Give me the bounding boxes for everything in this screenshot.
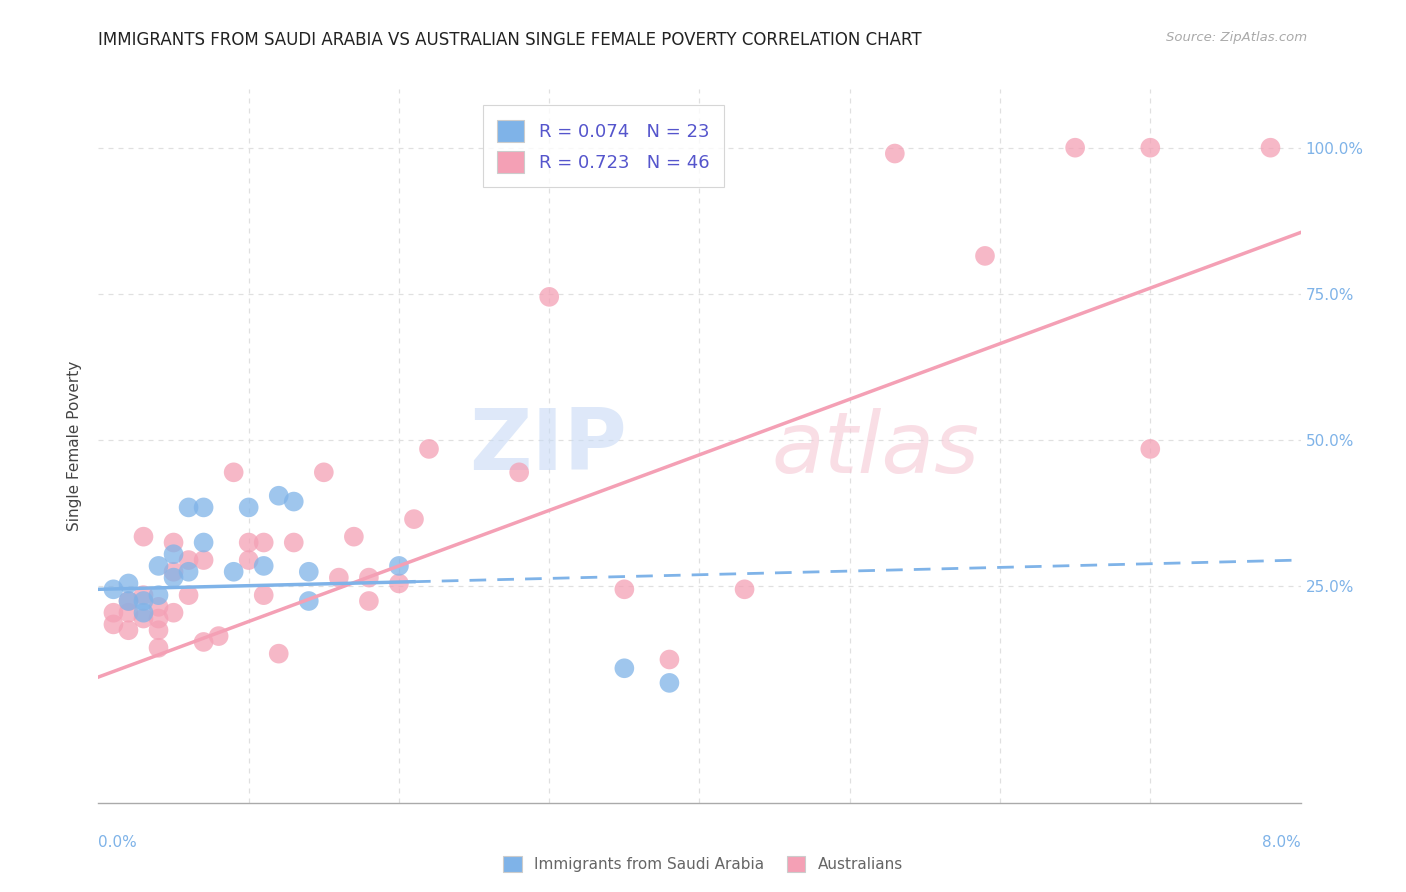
Point — [132, 530, 155, 544]
Point — [1260, 141, 1282, 155]
Point — [267, 489, 290, 503]
Point — [357, 594, 380, 608]
Point — [222, 466, 245, 480]
Point — [418, 442, 440, 456]
Point — [238, 553, 260, 567]
Point — [208, 629, 231, 643]
Point — [193, 535, 215, 549]
Point — [388, 558, 411, 573]
Text: 8.0%: 8.0% — [1261, 836, 1301, 850]
Point — [117, 606, 139, 620]
Point — [298, 565, 321, 579]
Point — [148, 611, 170, 625]
Point — [117, 594, 139, 608]
Point — [613, 582, 636, 597]
Point — [343, 530, 366, 544]
Point — [117, 624, 139, 638]
Point — [658, 652, 681, 666]
Point — [148, 599, 170, 614]
Point — [177, 500, 200, 515]
Point — [283, 494, 305, 508]
Point — [103, 582, 125, 597]
Text: Source: ZipAtlas.com: Source: ZipAtlas.com — [1167, 31, 1308, 45]
Point — [162, 571, 184, 585]
Point — [162, 606, 184, 620]
Point — [193, 500, 215, 515]
Point — [117, 576, 139, 591]
Point — [253, 535, 276, 549]
Point — [238, 535, 260, 549]
Point — [103, 606, 125, 620]
Point — [253, 558, 276, 573]
Point — [357, 571, 380, 585]
Point — [148, 640, 170, 655]
Point — [974, 249, 997, 263]
Legend: R = 0.074   N = 23, R = 0.723   N = 46: R = 0.074 N = 23, R = 0.723 N = 46 — [482, 105, 724, 187]
Point — [162, 565, 184, 579]
Point — [238, 500, 260, 515]
Point — [193, 635, 215, 649]
Point — [1139, 442, 1161, 456]
Point — [734, 582, 756, 597]
Point — [132, 588, 155, 602]
Point — [132, 611, 155, 625]
Point — [1064, 141, 1087, 155]
Text: atlas: atlas — [772, 408, 980, 491]
Point — [883, 146, 905, 161]
Point — [162, 535, 184, 549]
Point — [148, 588, 170, 602]
Point — [148, 558, 170, 573]
Text: ZIP: ZIP — [470, 404, 627, 488]
Point — [298, 594, 321, 608]
Point — [193, 553, 215, 567]
Point — [222, 565, 245, 579]
Point — [177, 565, 200, 579]
Point — [177, 588, 200, 602]
Point — [177, 553, 200, 567]
Point — [508, 466, 530, 480]
Y-axis label: Single Female Poverty: Single Female Poverty — [67, 361, 83, 531]
Point — [1139, 141, 1161, 155]
Point — [538, 290, 561, 304]
Point — [253, 588, 276, 602]
Point — [283, 535, 305, 549]
Point — [103, 617, 125, 632]
Text: 0.0%: 0.0% — [98, 836, 138, 850]
Point — [312, 466, 335, 480]
Point — [267, 647, 290, 661]
Point — [402, 512, 425, 526]
Point — [117, 594, 139, 608]
Legend: Immigrants from Saudi Arabia, Australians: Immigrants from Saudi Arabia, Australian… — [496, 848, 910, 880]
Point — [148, 624, 170, 638]
Text: IMMIGRANTS FROM SAUDI ARABIA VS AUSTRALIAN SINGLE FEMALE POVERTY CORRELATION CHA: IMMIGRANTS FROM SAUDI ARABIA VS AUSTRALI… — [98, 31, 922, 49]
Point — [328, 571, 350, 585]
Point — [388, 576, 411, 591]
Point — [132, 594, 155, 608]
Point — [132, 606, 155, 620]
Point — [162, 547, 184, 561]
Point — [613, 661, 636, 675]
Point — [658, 676, 681, 690]
